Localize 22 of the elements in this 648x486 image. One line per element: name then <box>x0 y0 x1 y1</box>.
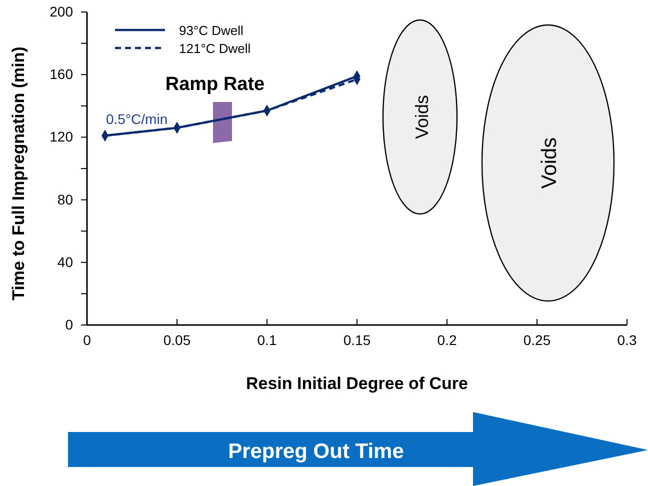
x-tick-label: 0.3 <box>617 332 637 348</box>
y-tick-label: 80 <box>57 191 74 208</box>
y-tick-label: 40 <box>57 254 74 270</box>
x-axis-title: Resin Initial Degree of Cure <box>246 374 468 393</box>
text: Prepreg Out Time <box>228 440 404 463</box>
legend-label: 121°C Dwell <box>179 41 251 56</box>
x-tick-label: 0.2 <box>437 332 457 348</box>
y-tick-label: 120 <box>50 128 74 145</box>
x-tick-label: 0.1 <box>257 332 277 348</box>
y-tick-label: 160 <box>50 66 74 82</box>
x-tick-label: 0.25 <box>523 332 551 348</box>
annotation: 0.5°C/min <box>106 111 168 127</box>
y-tick-label: 0 <box>65 316 74 332</box>
x-tick-label: 0.05 <box>163 332 191 348</box>
x-tick-label: 0.15 <box>343 332 371 348</box>
y-axis-title: Time to Full Impregnation (min) <box>9 46 28 300</box>
annotation: Ramp Rate <box>165 74 265 95</box>
x-tick-label: 0 <box>83 332 92 348</box>
annotation: Voids <box>412 94 432 140</box>
annotation: Voids <box>538 137 561 189</box>
legend-label: 93°C Dwell <box>179 23 244 38</box>
y-tick-label: 200 <box>50 3 74 20</box>
